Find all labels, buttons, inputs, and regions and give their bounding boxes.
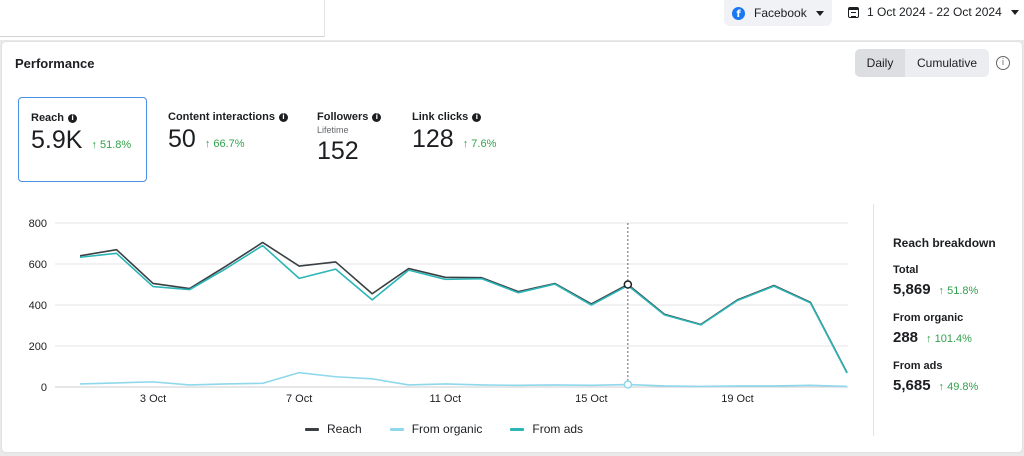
metric-card-followers[interactable]: Followers i Lifetime 152 [317,111,382,166]
legend-item-from-ads[interactable]: From ads [510,422,583,436]
highlight-point-from-organic [623,380,633,389]
x-tick-label: 7 Oct [286,393,312,405]
y-tick-label: 600 [29,259,47,271]
info-icon[interactable]: i [996,56,1010,70]
date-range-picker[interactable]: 1 Oct 2024 - 22 Oct 2024 [848,0,1019,24]
metric-label: Reach i [31,112,131,124]
calendar-icon [848,6,859,18]
metric-value-row: 152 [317,137,381,166]
x-tick-label: 11 Oct [429,393,461,405]
page-selector-box[interactable] [0,0,325,37]
date-range-label: 1 Oct 2024 - 22 Oct 2024 [867,5,1002,19]
breakdown-item-from-ads: From ads 5,685 ↑ 49.8% [893,360,996,394]
metric-sublabel: Lifetime [317,125,349,135]
platform-dropdown[interactable]: f Facebook [724,0,832,26]
metric-card-content-interactions[interactable]: Content interactions i 50 ↑ 66.7% [168,111,288,154]
metric-change: ↑ 51.8% [91,139,132,151]
breakdown-value: 5,685 [893,377,931,394]
metric-value: 152 [317,137,359,165]
metric-value-row: 5.9K ↑ 51.8% [31,126,131,155]
reach-breakdown-panel: Reach breakdown Total 5,869 ↑ 51.8% From … [893,236,996,394]
legend-swatch [389,427,404,431]
info-icon[interactable]: i [278,112,288,122]
chart-legend: Reach From organic From ads [305,422,611,436]
y-tick-label: 400 [29,300,47,312]
metric-label: Followers i [317,111,382,123]
metric-change: ↑ 7.6% [462,138,497,150]
daily-toggle-button[interactable]: Daily [855,49,905,77]
legend-label: From ads [532,422,584,436]
legend-item-reach[interactable]: Reach [305,422,362,436]
metric-label: Link clicks i [412,111,496,123]
breakdown-label: Total [893,264,919,276]
platform-label: Facebook [754,6,807,20]
chevron-down-icon [815,10,824,16]
y-tick-label: 200 [29,341,47,353]
breakdown-item-total: Total 5,869 ↑ 51.8% [893,264,996,298]
highlight-point-reach [623,280,633,289]
series-line-from-organic [79,371,848,388]
cumulative-toggle-button[interactable]: Cumulative [905,49,989,77]
view-toggle: Daily Cumulative [855,49,989,77]
breakdown-value: 288 [893,329,919,346]
breakdown-label: From ads [893,360,943,372]
legend-item-from-organic[interactable]: From organic [389,422,483,436]
top-bar: f Facebook 1 Oct 2024 - 22 Oct 2024 [0,0,1024,40]
x-tick-label: 15 Oct [575,393,607,405]
info-icon[interactable]: i [372,112,382,122]
x-tick-label: 3 Oct [140,393,166,405]
metric-value-row: 128 ↑ 7.6% [412,125,496,154]
legend-swatch [510,427,525,431]
metric-value: 50 [168,125,196,153]
legend-label: Reach [327,422,362,436]
breakdown-item-from-organic: From organic 288 ↑ 101.4% [893,312,996,346]
info-icon[interactable]: i [472,112,482,122]
reach-line-chart[interactable]: 0 200 400 600 800 3 Oct 7 Oct 11 Oct 15 Oct 19 Oc… [0,200,860,420]
x-tick-label: 19 Oct [721,393,753,405]
legend-label: From organic [411,422,483,436]
y-tick-label: 800 [29,218,47,230]
breakdown-label: From organic [893,312,964,324]
metric-value: 128 [412,125,454,153]
metric-card-link-clicks[interactable]: Link clicks i 128 ↑ 7.6% [412,111,496,154]
breakdown-change: ↑ 51.8% [938,285,979,297]
metric-change: ↑ 66.7% [204,138,245,150]
panel-divider [873,204,874,436]
metric-value: 5.9K [31,126,83,154]
chevron-down-icon [1010,9,1019,15]
metric-card-reach[interactable]: Reach i 5.9K ↑ 51.8% [18,97,147,182]
series-line-from-ads [79,244,848,374]
info-icon[interactable]: i [68,113,78,123]
legend-swatch [305,427,319,431]
series-line-reach [79,241,848,374]
breakdown-change: ↑ 49.8% [938,381,979,393]
breakdown-change: ↑ 101.4% [926,333,972,345]
facebook-icon: f [732,6,745,20]
metric-value-row: 50 ↑ 66.7% [168,125,288,154]
metric-label: Content interactions i [168,111,288,123]
y-tick-label: 0 [41,382,47,394]
breakdown-value: 5,869 [893,281,931,298]
breakdown-title: Reach breakdown [893,236,996,250]
performance-title: Performance [15,56,95,71]
